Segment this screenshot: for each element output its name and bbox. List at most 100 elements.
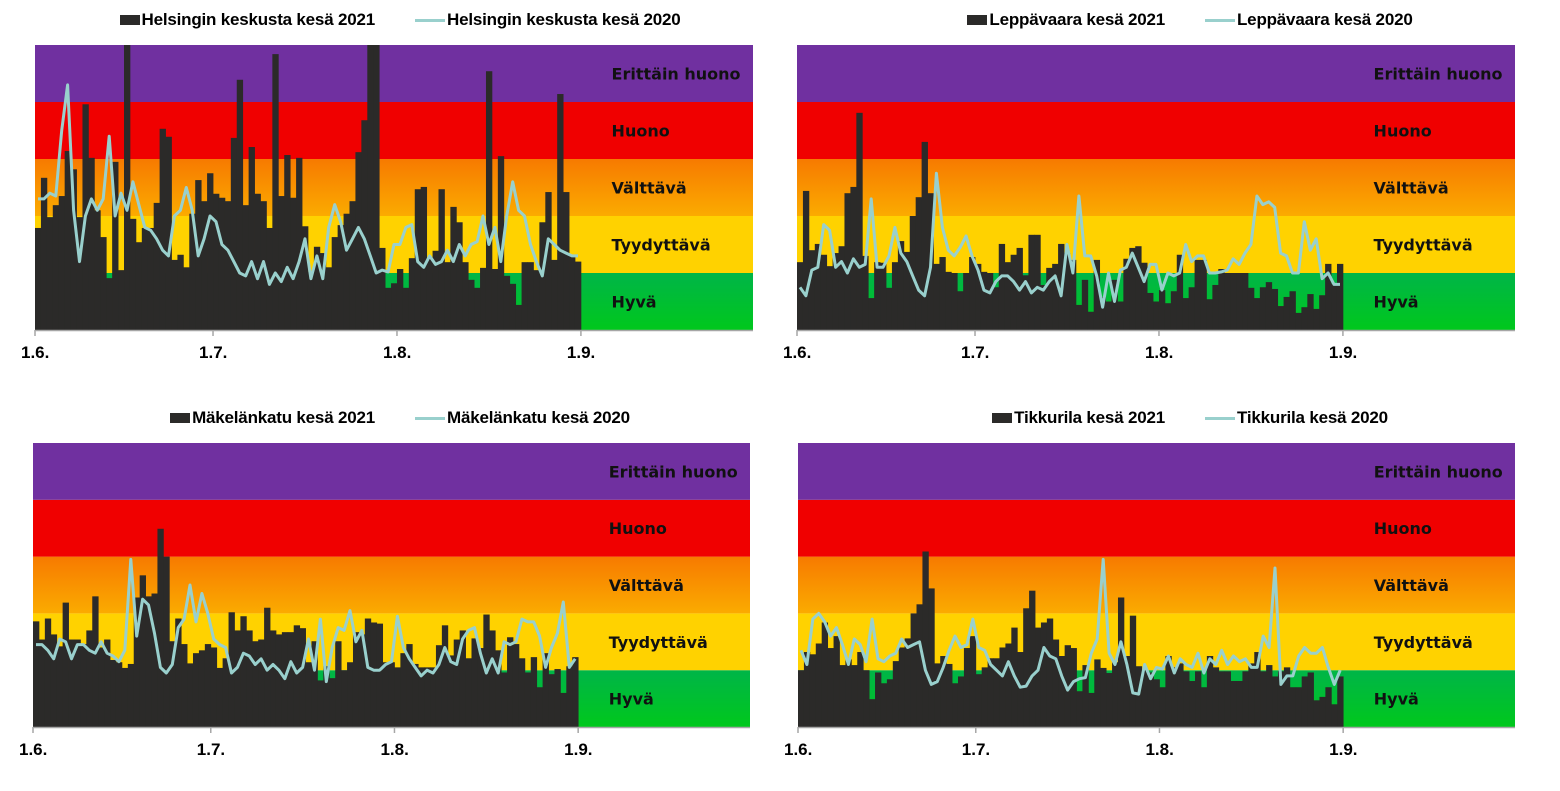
- bar: [1212, 667, 1220, 727]
- bar: [382, 662, 389, 727]
- bar: [910, 613, 917, 727]
- bar: [821, 622, 829, 727]
- bar: [159, 128, 166, 330]
- bar: [115, 662, 123, 727]
- bar: [1313, 700, 1320, 727]
- bar: [851, 665, 858, 727]
- bar: [1046, 267, 1053, 330]
- band-eritt-in-huono: [798, 443, 1515, 500]
- x-tick-label: 1.8.: [1145, 343, 1173, 362]
- bar: [343, 213, 350, 330]
- bar: [62, 602, 69, 727]
- bar: [554, 669, 561, 727]
- bar: [844, 193, 851, 330]
- bar: [1135, 666, 1143, 727]
- series-line-2020: [799, 557, 1342, 696]
- bar: [287, 632, 295, 727]
- x-tick-label: 1.7.: [962, 740, 990, 759]
- bar: [1301, 307, 1308, 330]
- legend-item-2020: Tikkurila kesä 2020: [1205, 408, 1388, 428]
- plot: Hyvä Tyydyttävä Välttävä Huono Erittäin huon…: [784, 443, 1515, 759]
- bar: [258, 639, 265, 727]
- plot: Hyvä Tyydyttävä Välttävä Huono Erittäin huon…: [19, 443, 750, 759]
- bar: [880, 683, 888, 727]
- bar: [88, 157, 95, 330]
- bar: [916, 604, 923, 727]
- bar: [153, 202, 161, 330]
- legend-label-2021: Mäkelänkatu kesä 2021: [192, 408, 375, 427]
- bar: [74, 639, 81, 727]
- bar: [157, 528, 164, 727]
- bar: [987, 658, 994, 727]
- bar: [418, 667, 425, 727]
- bar: [545, 192, 552, 330]
- bar: [1176, 254, 1184, 330]
- bar: [278, 196, 285, 330]
- x-tick-label: 1.7.: [199, 343, 227, 362]
- x-tick-label: 1.8.: [1145, 740, 1173, 759]
- band-eritt-in-huono: [797, 45, 1515, 102]
- bar: [70, 169, 77, 330]
- bar: [1337, 676, 1344, 727]
- bar: [574, 261, 582, 330]
- bar: [1272, 676, 1279, 727]
- bar: [802, 190, 810, 330]
- bar: [1230, 273, 1237, 330]
- bar: [272, 54, 279, 331]
- bar: [106, 278, 113, 330]
- bar: [897, 241, 905, 330]
- bar: [94, 210, 101, 330]
- bar: [248, 147, 255, 330]
- bar: [863, 670, 870, 727]
- bar: [986, 273, 994, 330]
- band-label: Tyydyttävä: [612, 236, 711, 255]
- bar: [1247, 287, 1255, 330]
- bar: [1010, 254, 1017, 330]
- bar: [992, 287, 1000, 330]
- bar: [323, 666, 330, 727]
- bar: [1004, 262, 1012, 330]
- bar: [512, 644, 520, 727]
- bar: [862, 255, 869, 330]
- band-label: Huono: [1374, 519, 1432, 538]
- bar: [969, 257, 976, 330]
- bar: [1271, 288, 1279, 330]
- bar: [480, 267, 487, 330]
- bar: [1313, 308, 1320, 330]
- bar: [1283, 667, 1291, 727]
- bar: [945, 271, 952, 330]
- bar: [875, 672, 882, 727]
- legend-item-2020: Mäkelänkatu kesä 2020: [415, 408, 630, 428]
- bar: [1094, 659, 1101, 727]
- bar: [491, 269, 499, 330]
- bar: [975, 674, 983, 727]
- bar: [1106, 673, 1113, 727]
- bar: [341, 670, 348, 727]
- bar: [1336, 263, 1344, 330]
- bar: [981, 667, 989, 727]
- bar: [183, 267, 190, 330]
- bar: [165, 136, 172, 330]
- bar: [1307, 672, 1314, 727]
- bar: [524, 672, 532, 727]
- bar: [169, 641, 176, 727]
- bar: [557, 94, 564, 331]
- bar: [459, 630, 466, 727]
- legend: Tikkurila kesä 2021 Tikkurila kesä 2020: [780, 398, 1560, 438]
- legend-item-2020: Leppävaara kesä 2020: [1205, 10, 1413, 30]
- bar: [1129, 247, 1136, 330]
- bar: [1218, 269, 1225, 330]
- bar: [430, 667, 437, 727]
- legend-line-swatch: [1205, 18, 1235, 22]
- bar: [952, 683, 959, 727]
- bar: [503, 275, 511, 330]
- band-label: Erittäin huono: [1374, 462, 1503, 481]
- bar: [305, 662, 312, 727]
- bar: [1189, 680, 1196, 727]
- bar: [1028, 234, 1035, 330]
- bar: [957, 676, 965, 727]
- bar: [1046, 618, 1054, 727]
- legend: Mäkelänkatu kesä 2021 Mäkelänkatu kesä 2…: [0, 398, 780, 438]
- bar: [572, 657, 579, 727]
- bar: [886, 287, 893, 330]
